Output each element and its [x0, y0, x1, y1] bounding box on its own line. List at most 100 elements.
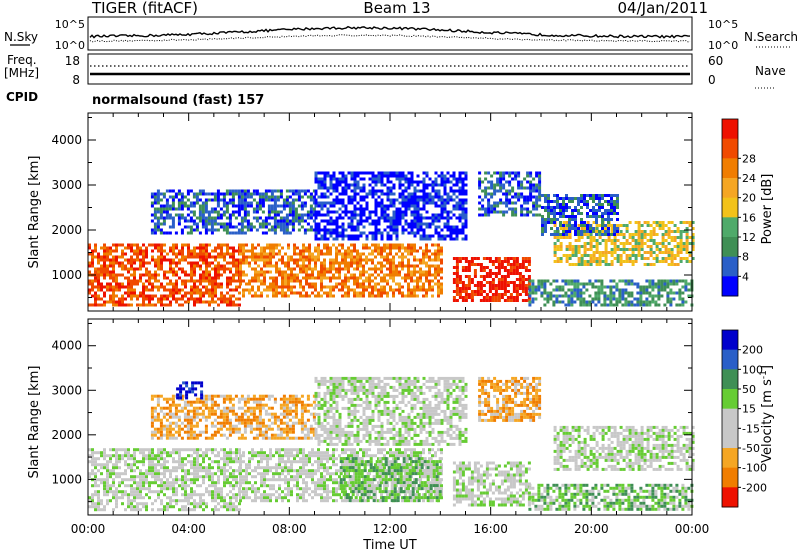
echo-cell	[97, 478, 100, 482]
echo-cell	[223, 502, 226, 506]
echo-cell	[398, 177, 402, 181]
echo-cell	[419, 213, 423, 217]
echo-cell	[154, 481, 157, 485]
echo-cell	[404, 189, 408, 193]
echo-cell	[320, 273, 323, 277]
echo-cell	[428, 198, 432, 202]
echo-cell	[670, 239, 674, 242]
echo-cell	[136, 505, 139, 509]
echo-cell	[574, 230, 577, 233]
echo-cell	[314, 237, 318, 241]
echo-cell	[243, 189, 247, 193]
echo-cell	[410, 273, 413, 277]
echo-cell	[94, 466, 97, 470]
echo-cell	[446, 192, 450, 196]
echo-cell	[574, 248, 578, 251]
echo-cell	[208, 291, 211, 295]
echo-cell	[604, 218, 607, 221]
echo-cell	[484, 186, 488, 190]
echo-cell	[217, 285, 220, 289]
echo-cell	[157, 478, 160, 482]
echo-cell	[169, 454, 172, 458]
echo-cell	[341, 216, 345, 220]
echo-cell	[115, 499, 118, 503]
echo-cell	[260, 267, 263, 271]
echo-cell	[232, 457, 235, 461]
echo-cell	[371, 192, 375, 196]
echo-cell	[150, 231, 154, 235]
echo-cell	[231, 198, 235, 202]
echo-cell	[300, 201, 304, 205]
echo-cell	[511, 210, 515, 214]
echo-cell	[297, 195, 301, 199]
echo-cell	[431, 264, 434, 268]
echo-cell	[208, 463, 211, 467]
echo-cell	[151, 454, 154, 458]
echo-cell	[514, 201, 518, 205]
echo-cell	[159, 207, 163, 211]
echo-cell	[275, 291, 278, 295]
echo-cell	[482, 296, 486, 299]
echo-cell	[604, 248, 608, 251]
echo-cell	[335, 222, 339, 226]
echo-cell	[446, 222, 450, 226]
echo-cell	[523, 201, 527, 205]
echo-cell	[269, 282, 272, 286]
echo-cell	[494, 287, 498, 290]
echo-cell	[353, 243, 356, 247]
echo-cell	[610, 203, 613, 206]
echo-cell	[404, 213, 408, 217]
echo-cell	[407, 258, 410, 262]
echo-cell	[535, 198, 539, 202]
echo-cell	[398, 288, 401, 292]
echo-cell	[688, 254, 692, 257]
echo-cell	[106, 285, 109, 289]
echo-cell	[380, 237, 384, 241]
echo-cell	[238, 451, 241, 455]
echo-cell	[335, 231, 339, 235]
echo-cell	[392, 291, 395, 295]
echo-cell	[127, 303, 130, 307]
echo-cell	[302, 249, 305, 253]
echo-cell	[651, 279, 655, 283]
echo-cell	[583, 233, 587, 236]
echo-cell	[464, 299, 468, 302]
echo-cell	[591, 300, 595, 304]
echo-cell	[586, 230, 589, 233]
echo-cell	[520, 213, 524, 217]
echo-cell	[136, 490, 139, 494]
echo-cell	[323, 192, 327, 196]
echo-cell	[163, 255, 166, 259]
echo-cell	[151, 273, 154, 277]
echo-cell	[281, 285, 284, 289]
echo-cell	[410, 279, 413, 283]
echo-cell	[401, 213, 405, 217]
echo-cell	[604, 224, 607, 227]
echo-cell	[350, 249, 353, 253]
echo-cell	[616, 248, 620, 251]
echo-cell	[356, 252, 359, 256]
echo-cell	[428, 225, 432, 229]
echo-cell	[619, 230, 623, 233]
echo-cell	[133, 493, 136, 497]
echo-cell	[407, 195, 411, 199]
echo-cell	[142, 303, 145, 307]
echo-cell	[172, 267, 175, 271]
echo-cell	[124, 264, 127, 268]
echo-cell	[413, 201, 417, 205]
echo-cell	[419, 258, 422, 262]
echo-cell	[619, 254, 623, 257]
echo-cell	[303, 228, 307, 232]
echo-cell	[565, 227, 569, 230]
echo-cell	[201, 210, 205, 214]
echo-cell	[332, 288, 335, 292]
echo-cell	[106, 454, 109, 458]
echo-cell	[112, 267, 115, 271]
echo-cell	[97, 484, 100, 488]
echo-cell	[121, 457, 124, 461]
echo-cell	[112, 255, 115, 259]
echo-cell	[208, 294, 211, 298]
echo-cell	[452, 257, 456, 260]
echo-cell	[266, 246, 269, 250]
echo-cell	[494, 299, 498, 302]
